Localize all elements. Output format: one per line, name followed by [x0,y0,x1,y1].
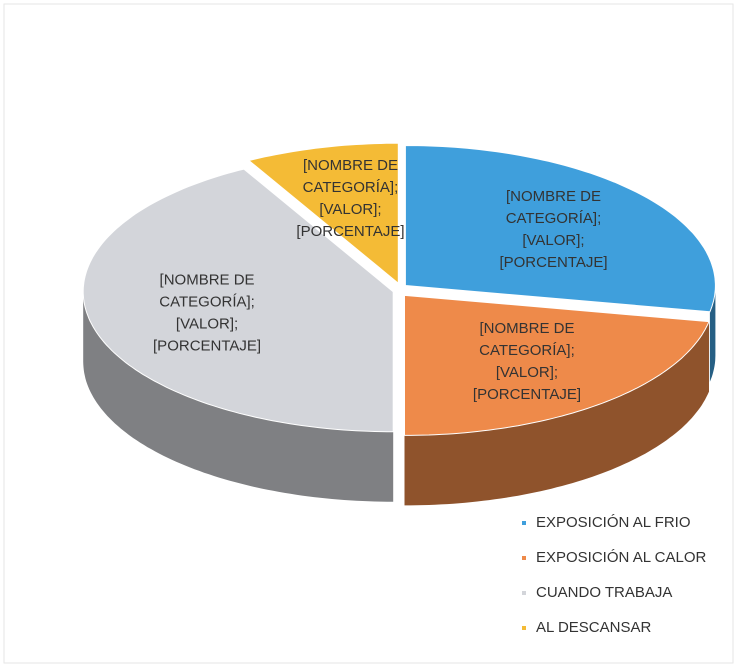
data-label: [NOMBRE DE [479,320,574,337]
slice [82,168,394,433]
data-label: [PORCENTAJE] [499,254,607,271]
legend-marker [522,556,526,560]
data-label: CATEGORÍA]; [479,342,575,359]
data-label: [NOMBRE DE [303,157,398,174]
data-label: CATEGORÍA]; [303,179,399,196]
legend-label: AL DESCANSAR [536,619,651,636]
legend-label: EXPOSICIÓN AL CALOR [536,549,706,566]
slice [247,142,399,285]
data-label: [PORCENTAJE] [473,386,581,403]
data-label: [VALOR]; [496,364,558,381]
legend-label: CUANDO TRABAJA [536,584,672,601]
data-label: [PORCENTAJE] [153,337,261,354]
slice-side [404,321,709,506]
legend-label: EXPOSICIÓN AL FRIO [536,514,690,531]
slice [404,294,710,436]
data-label: [VALOR]; [319,201,381,218]
data-label: [VALOR]; [522,232,584,249]
data-label: [PORCENTAJE] [296,223,404,240]
data-label: [VALOR]; [176,315,238,332]
slice [404,144,716,313]
legend-marker [522,591,526,595]
data-label: CATEGORÍA]; [506,210,602,227]
legend-marker [522,626,526,630]
data-label: CATEGORÍA]; [159,293,255,310]
legend-marker [522,521,526,525]
slice-side [83,291,394,502]
data-label: [NOMBRE DE [506,188,601,205]
data-label: [NOMBRE DE [160,271,255,288]
